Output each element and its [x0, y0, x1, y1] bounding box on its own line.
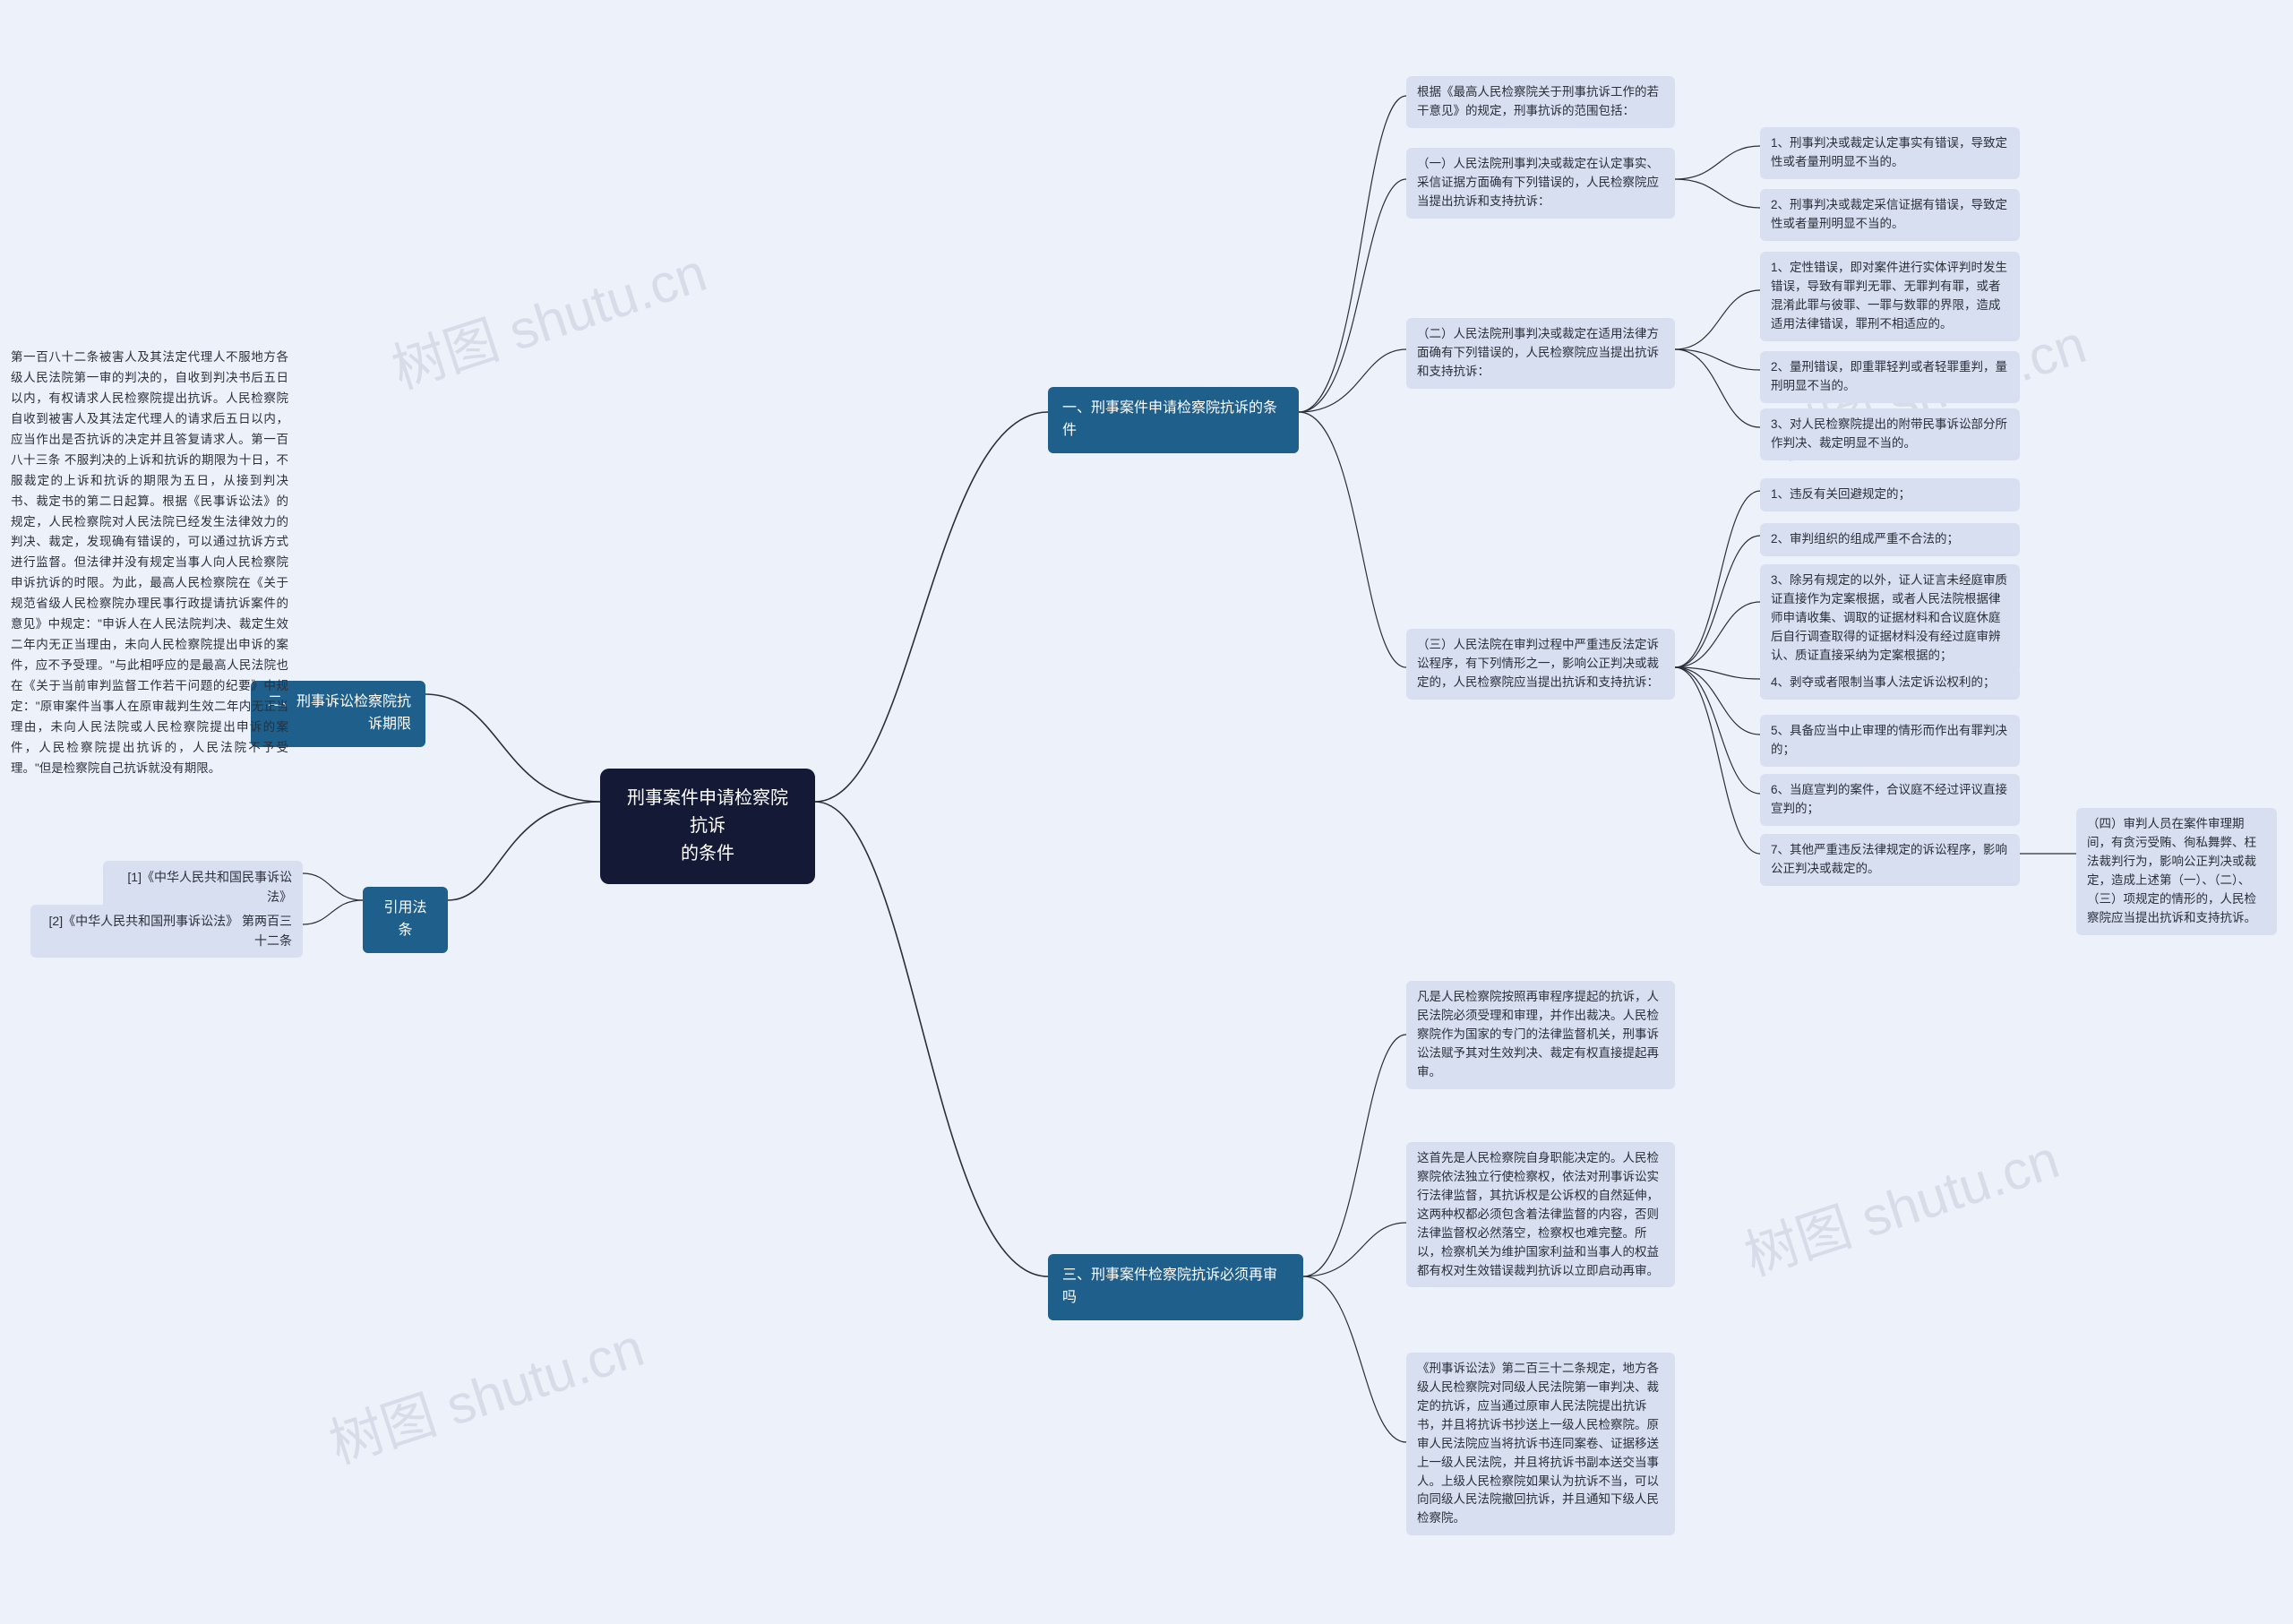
branch-3: 三、刑事案件检察院抗诉必须再审吗	[1048, 1254, 1303, 1320]
branch1-c1-l1: 1、刑事判决或裁定认定事实有错误，导致定性或者量刑明显不当的。	[1760, 127, 2020, 179]
root-title-line2: 的条件	[620, 840, 795, 868]
branch1-c2-l1: 1、定性错误，即对案件进行实体评判时发生错误，导致有罪判无罪、无罪判有罪，或者混…	[1760, 252, 2020, 341]
branch1-c2: （二）人民法院刑事判决或裁定在适用法律方面确有下列错误的，人民检察院应当提出抗诉…	[1406, 318, 1675, 389]
watermark: 树图 shutu.cn	[381, 229, 715, 404]
cite-branch: 引用法条	[363, 887, 448, 953]
branch3-p3: 《刑事诉讼法》第二百三十二条规定，地方各级人民检察院对同级人民法院第一审判决、裁…	[1406, 1353, 1675, 1535]
branch1-c3-l3: 3、除另有规定的以外，证人证言未经庭审质证直接作为定案根据，或者人民法院根据律师…	[1760, 564, 2020, 673]
watermark: 树图 shutu.cn	[1733, 1116, 2067, 1291]
branch1-c3-l1: 1、违反有关回避规定的；	[1760, 478, 2020, 511]
branch2-text: 第一百八十二条被害人及其法定代理人不服地方各级人民法院第一审的判决的，自收到判决…	[11, 348, 288, 779]
branch-1: 一、刑事案件申请检察院抗诉的条件	[1048, 387, 1299, 453]
cite-item-2: [2]《中华人民共和国刑事诉讼法》 第两百三十二条	[30, 905, 303, 958]
branch1-c2-l2: 2、量刑错误，即重罪轻判或者轻罪重判，量刑明显不当的。	[1760, 351, 2020, 403]
branch1-c3-l7: 7、其他严重违反法律规定的诉讼程序，影响公正判决或裁定的。	[1760, 834, 2020, 886]
branch1-intro: 根据《最高人民检察院关于刑事抗诉工作的若干意见》的规定，刑事抗诉的范围包括：	[1406, 76, 1675, 128]
branch1-c3: （三）人民法院在审判过程中严重违反法定诉讼程序，有下列情形之一，影响公正判决或裁…	[1406, 629, 1675, 700]
branch1-c1-l2: 2、刑事判决或裁定采信证据有错误，导致定性或者量刑明显不当的。	[1760, 189, 2020, 241]
branch1-c3-l7-note: （四）审判人员在案件审理期间，有贪污受贿、徇私舞弊、枉法裁判行为，影响公正判决或…	[2076, 808, 2277, 935]
branch1-c3-l4: 4、剥夺或者限制当事人法定诉讼权利的；	[1760, 666, 2020, 700]
watermark: 树图 shutu.cn	[318, 1304, 652, 1479]
branch3-p1: 凡是人民检察院按照再审程序提起的抗诉，人民法院必须受理和审理，并作出裁决。人民检…	[1406, 981, 1675, 1089]
branch3-p2: 这首先是人民检察院自身职能决定的。人民检察院依法独立行使检察权，依法对刑事诉讼实…	[1406, 1142, 1675, 1287]
branch1-c2-l3: 3、对人民检察院提出的附带民事诉讼部分所作判决、裁定明显不当的。	[1760, 408, 2020, 460]
branch1-c3-l2: 2、审判组织的组成严重不合法的；	[1760, 523, 2020, 556]
root-title-line1: 刑事案件申请检察院抗诉	[620, 785, 795, 840]
root-node: 刑事案件申请检察院抗诉 的条件	[600, 769, 815, 884]
branch1-c3-l6: 6、当庭宣判的案件，合议庭不经过评议直接宣判的；	[1760, 774, 2020, 826]
branch1-c3-l5: 5、具备应当中止审理的情形而作出有罪判决的；	[1760, 715, 2020, 767]
branch1-c1: （一）人民法院刑事判决或裁定在认定事实、采信证据方面确有下列错误的，人民检察院应…	[1406, 148, 1675, 219]
